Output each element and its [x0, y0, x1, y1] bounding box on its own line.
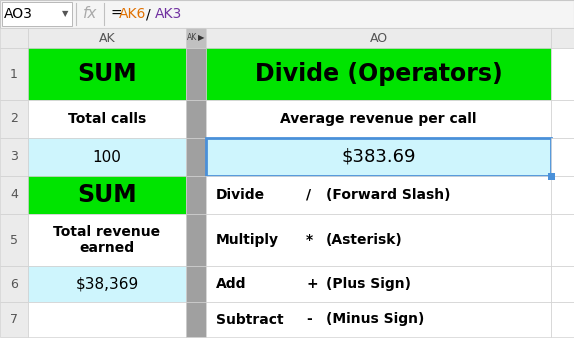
- Bar: [206, 302, 551, 337]
- Bar: [551, 214, 574, 266]
- Text: *: *: [306, 233, 313, 247]
- Bar: [551, 176, 574, 214]
- Bar: [206, 266, 551, 302]
- Bar: [551, 138, 574, 176]
- Bar: [551, 266, 574, 302]
- Text: Multiply: Multiply: [216, 233, 279, 247]
- Text: (Plus Sign): (Plus Sign): [326, 277, 411, 291]
- Text: =: =: [110, 7, 122, 21]
- Text: AK: AK: [187, 33, 197, 42]
- Text: (Minus Sign): (Minus Sign): [326, 312, 424, 327]
- Text: 5: 5: [10, 234, 18, 247]
- Bar: [186, 176, 206, 214]
- Bar: [0, 214, 28, 266]
- Bar: [28, 28, 186, 48]
- Bar: [186, 302, 206, 337]
- Text: 1: 1: [10, 68, 18, 81]
- Text: $38,369: $38,369: [75, 276, 139, 292]
- Text: fx: fx: [83, 6, 97, 22]
- Bar: [551, 28, 574, 48]
- Bar: [548, 172, 554, 180]
- Text: Subtract: Subtract: [216, 312, 284, 327]
- Bar: [206, 48, 551, 100]
- Bar: [28, 266, 186, 302]
- Text: AK: AK: [99, 31, 115, 45]
- Bar: [186, 28, 206, 48]
- Bar: [206, 214, 551, 266]
- Text: AO: AO: [370, 31, 387, 45]
- Bar: [186, 138, 206, 176]
- Bar: [28, 48, 186, 100]
- Text: Divide (Operators): Divide (Operators): [255, 62, 502, 86]
- Text: SUM: SUM: [77, 62, 137, 86]
- Bar: [206, 28, 551, 48]
- Bar: [551, 100, 574, 138]
- Text: (Asterisk): (Asterisk): [326, 233, 403, 247]
- Text: Add: Add: [216, 277, 246, 291]
- Text: (Forward Slash): (Forward Slash): [326, 188, 451, 202]
- Bar: [186, 48, 206, 100]
- Text: ▼: ▼: [61, 9, 68, 18]
- Bar: [0, 176, 28, 214]
- Bar: [28, 100, 186, 138]
- Bar: [28, 138, 186, 176]
- Text: 3: 3: [10, 150, 18, 163]
- Bar: [0, 266, 28, 302]
- Text: Total calls: Total calls: [68, 112, 146, 126]
- Text: Divide: Divide: [216, 188, 265, 202]
- Text: AK6: AK6: [119, 7, 146, 21]
- Bar: [0, 0, 574, 28]
- Bar: [28, 214, 186, 266]
- Text: /: /: [146, 7, 150, 21]
- Text: -: -: [306, 312, 312, 327]
- Bar: [0, 48, 28, 100]
- Bar: [28, 176, 186, 214]
- Bar: [0, 100, 28, 138]
- Text: Total revenue
earned: Total revenue earned: [53, 225, 161, 255]
- Bar: [186, 266, 206, 302]
- Text: ▶: ▶: [197, 33, 204, 42]
- Bar: [0, 302, 28, 337]
- Text: /: /: [306, 188, 311, 202]
- Text: $383.69: $383.69: [342, 148, 416, 166]
- Bar: [551, 48, 574, 100]
- Text: 7: 7: [10, 313, 18, 326]
- Text: SUM: SUM: [77, 183, 137, 207]
- Bar: [186, 214, 206, 266]
- Bar: [0, 28, 28, 48]
- Text: 6: 6: [10, 278, 18, 291]
- Text: Average revenue per call: Average revenue per call: [280, 112, 477, 126]
- Text: +: +: [306, 277, 317, 291]
- Text: AK3: AK3: [155, 7, 183, 21]
- Bar: [206, 100, 551, 138]
- Text: AO3: AO3: [4, 7, 33, 21]
- Bar: [0, 138, 28, 176]
- Bar: [206, 138, 551, 176]
- Bar: [551, 302, 574, 337]
- Text: 4: 4: [10, 189, 18, 202]
- Bar: [186, 100, 206, 138]
- Text: 2: 2: [10, 112, 18, 126]
- Bar: [2, 2, 72, 26]
- Bar: [28, 302, 186, 337]
- Bar: [206, 176, 551, 214]
- Text: 100: 100: [92, 149, 122, 165]
